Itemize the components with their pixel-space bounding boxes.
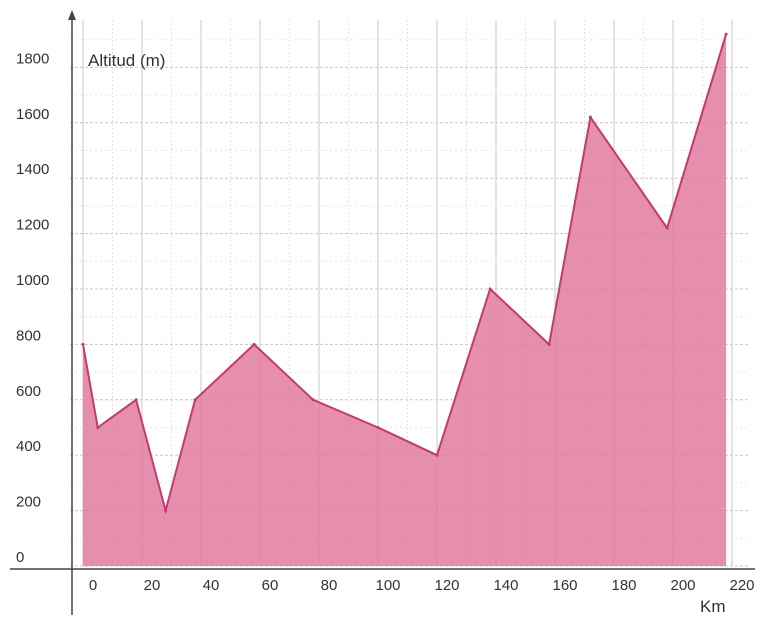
data-point [81, 342, 85, 346]
data-point [134, 398, 138, 402]
area-series [81, 32, 728, 567]
x-tick-label: 160 [552, 577, 577, 594]
x-axis-label: Km [700, 597, 726, 616]
x-tick-label: 200 [670, 577, 695, 594]
x-tick-label: 0 [89, 577, 97, 594]
x-tick-label: 100 [375, 577, 400, 594]
x-tick-label: 180 [611, 577, 636, 594]
x-tick-label: 60 [262, 577, 279, 594]
y-tick-label: 1000 [16, 272, 49, 289]
x-tick-label: 120 [434, 577, 459, 594]
x-tick-label: 40 [203, 577, 220, 594]
y-tick-label: 200 [16, 494, 41, 511]
data-point [547, 342, 551, 346]
y-tick-labels: 0 200 400 600 800 1000 1200 1400 1600 1800 [16, 50, 49, 566]
area-fill [83, 34, 727, 567]
y-tick-label: 600 [16, 383, 41, 400]
data-point [435, 453, 439, 457]
data-point [311, 398, 315, 402]
axes [10, 10, 755, 615]
data-point [96, 426, 100, 429]
series-line [82, 33, 728, 515]
data-point [252, 342, 256, 346]
data-point [588, 115, 592, 119]
y-tick-label: 400 [16, 438, 41, 455]
data-point [193, 398, 197, 402]
x-tick-label: 20 [144, 577, 161, 594]
y-tick-label: 800 [16, 327, 41, 344]
y-tick-label: 1400 [16, 161, 49, 178]
y-axis-label: Altitud (m) [88, 51, 165, 70]
data-point [665, 226, 669, 230]
y-tick-label: 1800 [16, 50, 49, 67]
x-tick-labels: 0 20 40 60 80 100 120 140 160 180 200 220 [89, 577, 755, 594]
x-tick-label: 220 [729, 577, 754, 594]
x-tick-label: 80 [321, 577, 338, 594]
data-point [488, 287, 492, 291]
data-point [376, 426, 380, 429]
data-point [724, 32, 728, 36]
y-tick-label: 0 [16, 549, 24, 566]
y-tick-label: 1200 [16, 217, 49, 234]
x-tick-label: 140 [493, 577, 518, 594]
data-point [164, 509, 168, 513]
y-tick-label: 1600 [16, 106, 49, 123]
y-axis-arrow-icon [68, 10, 76, 20]
